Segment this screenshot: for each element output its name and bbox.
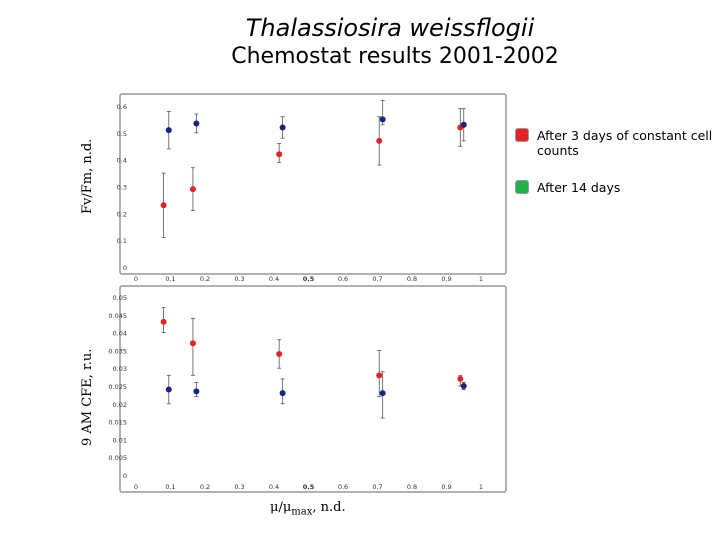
x-tick-label-cfe: 0.7: [372, 483, 382, 491]
x-tick-label-fvfm: 0.9: [441, 275, 451, 283]
x-tick-label-cfe: 0.5: [303, 483, 315, 491]
data-point-fvfm-s1: [193, 120, 200, 127]
y-tick-label-fvfm: 0.5: [117, 130, 127, 138]
data-point-cfe-s0: [376, 372, 383, 379]
x-tick-label-cfe: 0.9: [441, 483, 451, 491]
data-point-fvfm-s0: [189, 186, 196, 193]
x-tick-label-fvfm: 0.3: [234, 275, 244, 283]
y-tick-label-cfe: 0.025: [108, 383, 127, 391]
legend-swatch-green: [515, 180, 529, 194]
data-point-fvfm-s0: [160, 202, 167, 209]
data-point-cfe-s1: [460, 383, 467, 389]
plot-frame-cfe: [119, 285, 507, 493]
x-tick-label-fvfm: 0.5: [303, 275, 315, 283]
data-point-cfe-s1: [379, 390, 386, 397]
plot-frame-fvfm: [119, 93, 507, 275]
chart-title-subtitle: Chemostat results 2001-2002: [231, 44, 559, 69]
y-tick-label-cfe: 0.035: [108, 347, 127, 355]
y-tick-label-cfe: 0.04: [113, 330, 127, 338]
data-point-cfe-s1: [193, 388, 200, 395]
y-tick-label-cfe: 0.01: [113, 436, 127, 444]
x-tick-label-cfe: 0.1: [165, 483, 175, 491]
x-tick-label-fvfm: 0: [134, 275, 138, 283]
data-point-fvfm-s1: [379, 116, 386, 123]
data-point-cfe-s1: [279, 390, 286, 397]
x-axis-label-units: , n.d.: [312, 500, 346, 515]
y-tick-label-cfe: 0.05: [113, 294, 127, 302]
x-tick-label-fvfm: 0.6: [338, 275, 348, 283]
data-point-cfe-s0: [276, 350, 283, 357]
data-point-fvfm-s1: [460, 121, 467, 128]
y-tick-label-cfe: 0.005: [108, 454, 127, 462]
x-tick-label-cfe: 1: [479, 483, 483, 491]
x-tick-label-fvfm: 1: [479, 275, 483, 283]
x-tick-label-cfe: 0.8: [407, 483, 417, 491]
x-tick-label-fvfm: 0.7: [372, 275, 382, 283]
y-tick-label-cfe: 0.02: [113, 401, 127, 409]
y-tick-label-cfe: 0.045: [108, 312, 127, 320]
y-tick-label-cfe: 0.03: [113, 365, 127, 373]
y-tick-label-fvfm: 0.4: [117, 157, 127, 165]
y-tick-label-fvfm: 0.6: [117, 103, 127, 111]
legend-label-3-days: After 3 days of constant cell counts: [537, 128, 713, 158]
legend-label-14-days: After 14 days: [537, 180, 621, 195]
x-tick-label-fvfm: 0.8: [407, 275, 417, 283]
x-tick-label-fvfm: 0.1: [165, 275, 175, 283]
y-tick-label-fvfm: 0.3: [117, 184, 127, 192]
x-tick-label-cfe: 0.6: [338, 483, 348, 491]
x-tick-label-cfe: 0.3: [234, 483, 244, 491]
data-point-fvfm-s1: [165, 127, 172, 134]
y-tick-label-fvfm: 0.2: [117, 210, 127, 218]
data-point-cfe-s0: [457, 375, 464, 382]
y-tick-label-fvfm: 0: [123, 264, 127, 272]
x-tick-label-cfe: 0.2: [200, 483, 210, 491]
data-point-cfe-s0: [189, 340, 196, 347]
data-point-fvfm-s0: [376, 137, 383, 144]
data-point-cfe-s0: [160, 318, 167, 325]
y-tick-label-cfe: 0.015: [108, 419, 127, 427]
x-axis-label-main: μ/μ: [270, 500, 292, 515]
data-point-fvfm-s1: [279, 124, 286, 131]
x-tick-label-fvfm: 0.2: [200, 275, 210, 283]
x-tick-label-cfe: 0.4: [269, 483, 279, 491]
x-axis-label: μ/μmax, n.d.: [270, 500, 346, 518]
data-point-cfe-s1: [165, 386, 172, 393]
legend-swatch-red: [515, 128, 529, 142]
x-tick-label-fvfm: 0.4: [269, 275, 279, 283]
y-tick-label-cfe: 0: [123, 472, 127, 480]
x-axis-label-subscript: max: [291, 506, 313, 518]
y-tick-label-fvfm: 0.1: [117, 237, 127, 245]
x-tick-label-cfe: 0: [134, 483, 138, 491]
data-point-fvfm-s0: [276, 151, 283, 158]
chart-title-species: Thalassiosira weissflogii: [245, 14, 535, 42]
